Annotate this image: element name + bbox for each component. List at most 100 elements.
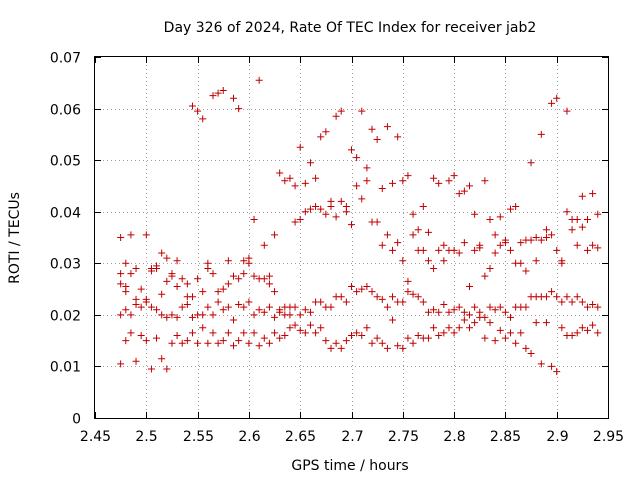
data-point xyxy=(245,259,253,267)
data-point xyxy=(594,244,602,252)
data-point xyxy=(594,303,602,311)
data-point xyxy=(235,105,243,113)
data-point xyxy=(481,177,489,185)
data-point xyxy=(353,329,361,337)
data-point xyxy=(214,298,222,306)
data-point xyxy=(373,334,381,342)
data-point xyxy=(173,331,181,339)
data-point xyxy=(178,303,186,311)
data-point xyxy=(209,270,217,278)
data-point xyxy=(147,267,155,275)
data-point xyxy=(435,331,443,339)
data-point xyxy=(230,342,238,350)
data-point xyxy=(589,321,597,329)
data-point xyxy=(568,298,576,306)
data-point xyxy=(209,329,217,337)
data-point xyxy=(430,306,438,314)
grid-layer xyxy=(95,57,608,418)
data-point xyxy=(548,362,556,370)
data-point xyxy=(163,313,171,321)
data-point xyxy=(296,143,304,151)
data-point xyxy=(153,262,161,270)
x-tick-label: 2.6 xyxy=(238,429,260,445)
data-point xyxy=(573,329,581,337)
data-point xyxy=(424,334,432,342)
data-point xyxy=(327,303,335,311)
data-point xyxy=(194,107,202,115)
data-point xyxy=(271,313,279,321)
data-point xyxy=(173,313,181,321)
data-point xyxy=(450,246,458,254)
data-point xyxy=(342,337,350,345)
data-point xyxy=(291,303,299,311)
data-point xyxy=(127,311,135,319)
data-point xyxy=(476,313,484,321)
data-point xyxy=(183,301,191,309)
data-point xyxy=(419,203,427,211)
data-point xyxy=(445,308,453,316)
data-point xyxy=(224,257,232,265)
data-point xyxy=(450,172,458,180)
data-point xyxy=(363,324,371,332)
data-point xyxy=(589,241,597,249)
x-tick-label: 2.95 xyxy=(593,429,624,445)
data-point xyxy=(476,244,484,252)
data-point xyxy=(265,339,273,347)
data-point xyxy=(491,306,499,314)
data-point xyxy=(583,215,591,223)
data-point xyxy=(214,339,222,347)
data-point xyxy=(137,285,145,293)
data-point xyxy=(199,288,207,296)
data-point xyxy=(260,241,268,249)
data-point xyxy=(573,241,581,249)
data-point xyxy=(465,324,473,332)
data-point xyxy=(460,239,468,247)
data-point xyxy=(194,275,202,283)
data-point xyxy=(558,298,566,306)
data-point xyxy=(265,272,273,280)
data-point xyxy=(563,293,571,301)
data-point xyxy=(163,365,171,373)
y-tick-label: 0.03 xyxy=(50,257,81,273)
data-point xyxy=(553,368,561,376)
data-point xyxy=(363,164,371,172)
data-point xyxy=(204,303,212,311)
data-point xyxy=(491,249,499,257)
data-point xyxy=(399,177,407,185)
data-point xyxy=(507,329,515,337)
data-point xyxy=(486,264,494,272)
data-point xyxy=(301,329,309,337)
data-point xyxy=(363,282,371,290)
data-point xyxy=(373,218,381,226)
data-point xyxy=(399,257,407,265)
data-point xyxy=(322,337,330,345)
data-point xyxy=(507,313,515,321)
data-point xyxy=(594,329,602,337)
data-point xyxy=(486,215,494,223)
data-point xyxy=(250,272,258,280)
data-point xyxy=(522,344,530,352)
data-point xyxy=(301,208,309,216)
data-point xyxy=(583,246,591,254)
data-point xyxy=(522,267,530,275)
data-point xyxy=(491,231,499,239)
data-point xyxy=(548,99,556,107)
data-point xyxy=(224,329,232,337)
data-point xyxy=(235,275,243,283)
chart-title: Day 326 of 2024, Rate Of TEC Index for r… xyxy=(164,20,537,36)
data-point xyxy=(199,311,207,319)
data-point xyxy=(332,339,340,347)
y-tick-label: 0.05 xyxy=(50,154,81,170)
data-point xyxy=(435,308,443,316)
data-point xyxy=(496,326,504,334)
data-point xyxy=(548,288,556,296)
data-point xyxy=(224,280,232,288)
data-point xyxy=(117,360,125,368)
data-point xyxy=(527,236,535,244)
data-point xyxy=(383,231,391,239)
data-point xyxy=(327,203,335,211)
data-point xyxy=(312,329,320,337)
data-point xyxy=(409,290,417,298)
data-point xyxy=(542,293,550,301)
data-point xyxy=(430,174,438,182)
